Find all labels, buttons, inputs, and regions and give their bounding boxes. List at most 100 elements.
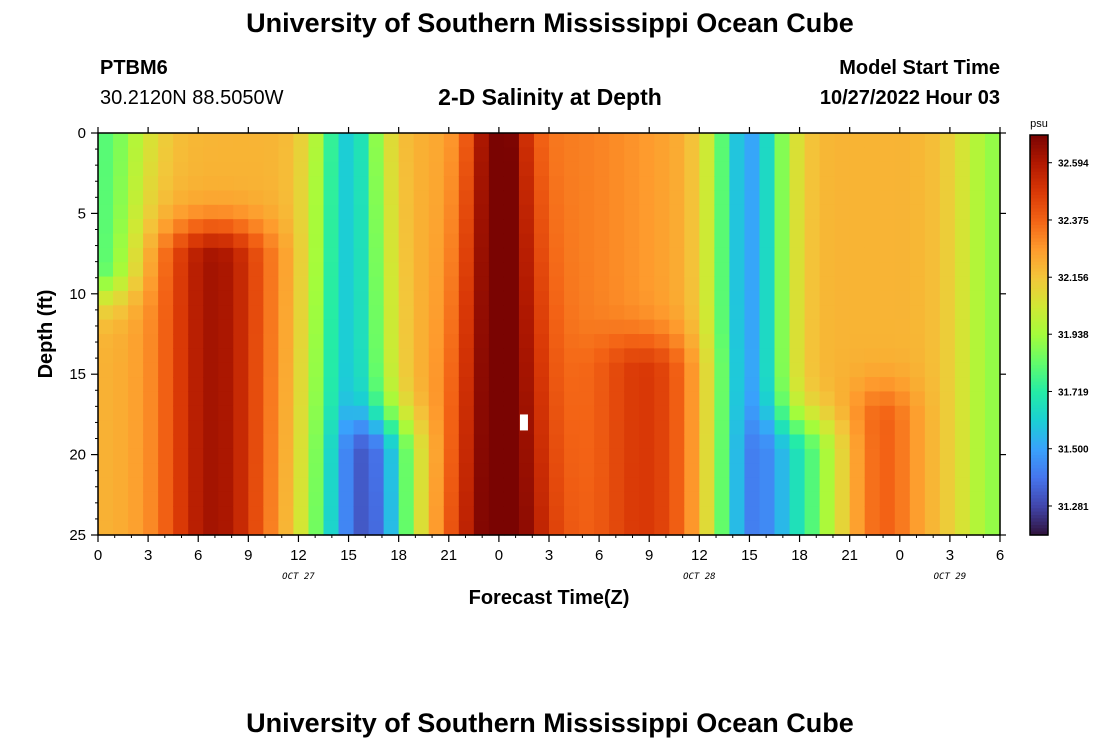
heatmap-cell bbox=[218, 290, 234, 306]
heatmap-cell bbox=[909, 506, 926, 522]
heatmap-cell bbox=[293, 434, 310, 450]
heatmap-cell bbox=[353, 463, 370, 479]
heatmap-cell bbox=[383, 276, 400, 292]
heatmap-cell bbox=[564, 190, 580, 206]
heatmap-cell bbox=[278, 190, 295, 206]
heatmap-cell bbox=[939, 147, 956, 163]
heatmap-cell bbox=[143, 520, 159, 536]
heatmap-cell bbox=[564, 262, 580, 278]
heatmap-cell bbox=[233, 190, 249, 206]
heatmap-cell bbox=[203, 219, 219, 235]
heatmap-cell bbox=[533, 233, 550, 249]
heatmap-cell bbox=[729, 477, 746, 493]
heatmap-cell bbox=[774, 161, 791, 177]
heatmap-cell bbox=[744, 305, 761, 321]
heatmap-cell bbox=[263, 420, 279, 436]
heatmap-cell bbox=[503, 477, 520, 493]
heatmap-cell bbox=[503, 319, 520, 335]
y-tick-label: 20 bbox=[69, 447, 86, 464]
heatmap-cell bbox=[383, 176, 400, 192]
heatmap-cell bbox=[353, 133, 370, 148]
heatmap-cell bbox=[398, 506, 415, 522]
heatmap-cell bbox=[428, 176, 445, 192]
heatmap-cell bbox=[203, 190, 219, 206]
heatmap-cell bbox=[744, 491, 761, 507]
heatmap-cell bbox=[594, 319, 610, 335]
heatmap-cell bbox=[894, 463, 911, 479]
heatmap-cell bbox=[744, 434, 761, 450]
heatmap-cell bbox=[909, 477, 926, 493]
heatmap-cell bbox=[278, 420, 295, 436]
heatmap-cell bbox=[834, 133, 851, 148]
heatmap-cell bbox=[383, 334, 400, 349]
heatmap-cell bbox=[293, 405, 310, 421]
heatmap-cell bbox=[984, 348, 1001, 364]
heatmap-cell bbox=[338, 290, 355, 306]
heatmap-cell bbox=[939, 233, 956, 249]
heatmap-cell bbox=[564, 233, 580, 249]
heatmap-cell bbox=[744, 247, 761, 263]
heatmap-cell bbox=[804, 276, 821, 292]
heatmap-cell bbox=[834, 420, 851, 436]
colorbar-swatch bbox=[1030, 228, 1048, 233]
heatmap-cell bbox=[488, 161, 505, 177]
heatmap-cell bbox=[609, 362, 625, 378]
heatmap-cell bbox=[639, 334, 655, 349]
heatmap-cell bbox=[969, 161, 986, 177]
x-tick-label: 6 bbox=[996, 547, 1004, 564]
heatmap-cell bbox=[113, 405, 129, 421]
heatmap-cell bbox=[98, 348, 114, 364]
heatmap-cell bbox=[879, 463, 896, 479]
heatmap-cell bbox=[984, 290, 1001, 306]
heatmap-cell bbox=[458, 405, 475, 421]
heatmap-cell bbox=[774, 219, 791, 235]
heatmap-cell bbox=[819, 391, 836, 407]
heatmap-cell bbox=[368, 506, 385, 522]
heatmap-cell bbox=[98, 190, 114, 206]
colorbar-swatch bbox=[1030, 155, 1048, 159]
heatmap-cell bbox=[564, 405, 580, 421]
colorbar-swatch bbox=[1030, 211, 1048, 216]
heatmap-cell bbox=[684, 319, 700, 335]
heatmap-cell bbox=[488, 506, 505, 522]
heatmap-cell bbox=[879, 520, 896, 536]
heatmap-cell bbox=[503, 448, 520, 464]
colorbar-swatch bbox=[1030, 185, 1048, 189]
colorbar-swatch bbox=[1030, 338, 1048, 343]
heatmap-cell bbox=[954, 290, 971, 306]
heatmap-cell bbox=[549, 204, 565, 220]
heatmap-cell bbox=[939, 190, 956, 206]
heatmap-cell bbox=[939, 377, 956, 393]
heatmap-cell bbox=[714, 190, 730, 206]
heatmap-cell bbox=[203, 262, 219, 278]
heatmap-cell bbox=[564, 463, 580, 479]
x-axis-label: Forecast Time(Z) bbox=[469, 587, 630, 609]
heatmap-cell bbox=[218, 334, 234, 349]
heatmap-cell bbox=[323, 405, 340, 421]
heatmap-cell bbox=[368, 219, 385, 235]
heatmap-cell bbox=[248, 290, 264, 306]
colorbar-swatch bbox=[1030, 251, 1048, 256]
heatmap-cell bbox=[473, 448, 490, 464]
heatmap-cell bbox=[413, 247, 430, 263]
heatmap-cell bbox=[864, 420, 881, 436]
heatmap-cell bbox=[684, 247, 700, 263]
x-tick-label: 12 bbox=[691, 547, 708, 564]
heatmap-cell bbox=[248, 434, 264, 450]
colorbar-swatch bbox=[1030, 195, 1048, 199]
colorbar-swatch bbox=[1030, 181, 1048, 186]
heatmap-cell bbox=[669, 377, 685, 393]
heatmap-cell bbox=[308, 190, 325, 206]
heatmap-cell bbox=[353, 377, 370, 393]
heatmap-cell bbox=[383, 190, 400, 206]
heatmap-cell bbox=[909, 448, 926, 464]
heatmap-cell bbox=[278, 506, 295, 522]
heatmap-cell bbox=[278, 348, 295, 364]
heatmap-cell bbox=[939, 391, 956, 407]
heatmap-cell bbox=[549, 219, 565, 235]
heatmap-cell bbox=[684, 377, 700, 393]
heatmap-cell bbox=[533, 391, 550, 407]
model-start-label: Model Start Time bbox=[839, 57, 1000, 79]
heatmap-cell bbox=[278, 434, 295, 450]
heatmap-cell bbox=[458, 276, 475, 292]
